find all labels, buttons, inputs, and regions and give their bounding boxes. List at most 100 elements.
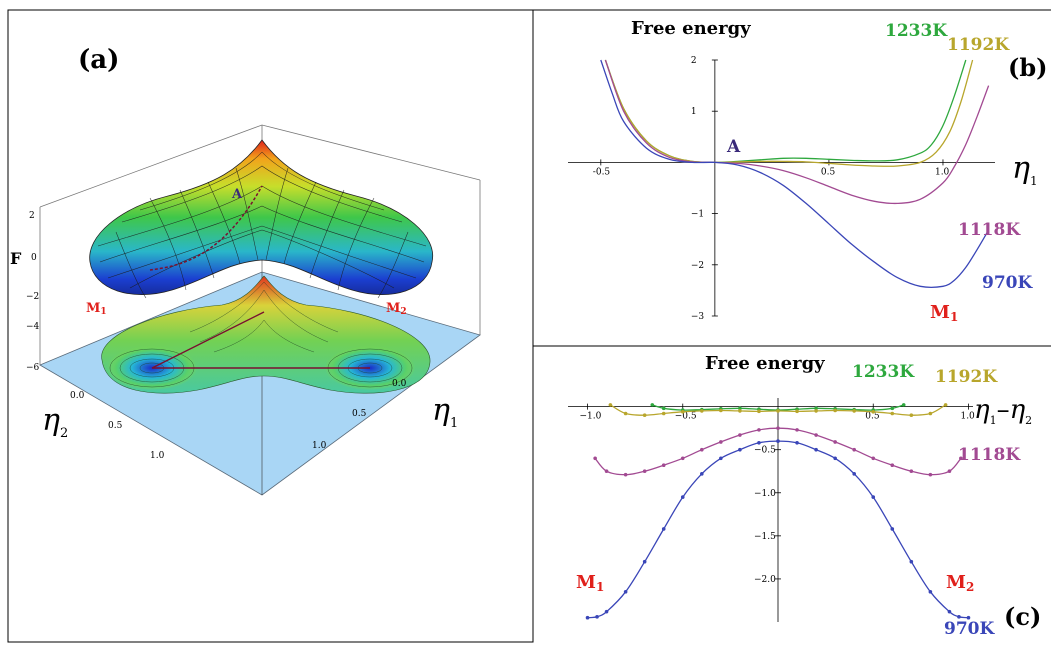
eta2-tick: 0.5 bbox=[108, 421, 123, 431]
eta1-ticks: 0.0 0.5 1.0 bbox=[312, 379, 407, 451]
data-point-970K bbox=[738, 447, 742, 452]
eta1-tick: 0.0 bbox=[392, 379, 407, 389]
panel-c-axes bbox=[568, 398, 973, 622]
data-point-1192K bbox=[833, 408, 837, 413]
data-point-1118K bbox=[947, 469, 952, 474]
data-point-1192K bbox=[642, 413, 647, 418]
data-point-1118K bbox=[661, 463, 666, 468]
data-point-1233K bbox=[901, 403, 906, 407]
panel-b-xlabel: η1 bbox=[1012, 151, 1038, 188]
panel-c-ticks: −1.0 −0.5 0.5 1.0 −0.5 −1.0 −1.5 −2.0 bbox=[580, 403, 975, 585]
data-point-1192K bbox=[928, 411, 933, 416]
data-point-1192K bbox=[608, 403, 613, 407]
x-tick-label: 1.0 bbox=[960, 412, 975, 422]
panel-c-label: (c) bbox=[1004, 602, 1041, 631]
series-line-1118K bbox=[604, 59, 990, 205]
data-point-1118K bbox=[959, 456, 963, 461]
data-point-1118K bbox=[890, 463, 895, 468]
energy-surface bbox=[89, 139, 434, 299]
panel-c-title: Free energy bbox=[705, 353, 825, 374]
data-point-1118K bbox=[928, 472, 933, 477]
data-point-1192K bbox=[795, 409, 799, 414]
panel-b-point-m1: M1 bbox=[930, 302, 958, 324]
point-m1-label: M1 bbox=[86, 301, 107, 317]
data-point-1192K bbox=[757, 409, 761, 414]
series-label-970K: 970K bbox=[944, 619, 995, 639]
data-point-970K bbox=[814, 447, 818, 452]
z-tick: −4 bbox=[26, 322, 40, 332]
z-tick: −6 bbox=[26, 363, 40, 373]
series-label-1233K: 1233K bbox=[852, 362, 915, 382]
x-tick-label: 0.5 bbox=[865, 412, 880, 422]
z-tick: 0 bbox=[31, 253, 37, 263]
data-point-1118K bbox=[593, 456, 597, 461]
data-point-1118K bbox=[871, 456, 876, 461]
y-tick-label: −2 bbox=[691, 261, 704, 271]
panel-b-ticks: -0.5 0.5 1.0 2 1 −1 −2 −3 bbox=[593, 56, 950, 322]
data-point-1192K bbox=[623, 411, 628, 416]
z-tick: −2 bbox=[26, 292, 39, 302]
data-point-1192K bbox=[909, 413, 914, 418]
series-label-970K: 970K bbox=[982, 273, 1033, 293]
series-label-1192K: 1192K bbox=[935, 367, 998, 387]
series-label-1118K: 1118K bbox=[958, 220, 1021, 240]
series-label-1192K: 1192K bbox=[947, 35, 1010, 55]
series-line-970K bbox=[600, 59, 990, 288]
data-point-1192K bbox=[700, 409, 704, 413]
x-tick-label: −0.5 bbox=[675, 412, 697, 422]
data-point-970K bbox=[585, 615, 590, 620]
data-point-970K bbox=[928, 590, 933, 594]
data-point-1192K bbox=[776, 409, 780, 413]
y-tick-label: −2.0 bbox=[754, 575, 776, 585]
data-point-970K bbox=[700, 472, 704, 476]
series-line-1192K bbox=[604, 59, 974, 167]
panel-c-xlabel: η1–η2 bbox=[974, 395, 1032, 427]
data-point-970K bbox=[623, 590, 628, 594]
data-point-1192K bbox=[871, 409, 876, 414]
panel-b-label: (b) bbox=[1008, 53, 1048, 82]
y-tick-label: 1 bbox=[691, 107, 697, 117]
data-point-1118K bbox=[833, 440, 837, 444]
z-tick: 2 bbox=[29, 211, 35, 221]
data-point-1233K bbox=[650, 403, 655, 407]
data-point-1192K bbox=[814, 409, 818, 413]
series-label-1118K: 1118K bbox=[958, 445, 1021, 465]
eta1-axis-label: η1 bbox=[432, 393, 458, 431]
data-point-1192K bbox=[680, 409, 685, 414]
panel-b-axes bbox=[568, 60, 995, 316]
x-tick-label: 1.0 bbox=[935, 167, 950, 177]
data-point-970K bbox=[795, 441, 799, 445]
y-tick-label: −0.5 bbox=[754, 446, 776, 456]
data-point-1233K bbox=[814, 406, 818, 411]
eta2-ticks: 0.0 0.5 1.0 bbox=[70, 391, 165, 461]
panel-c-series-labels: 1233K 1192K 1118K 970K bbox=[852, 362, 1021, 639]
data-point-1118K bbox=[852, 447, 856, 452]
series-label-1233K: 1233K bbox=[885, 21, 948, 41]
data-point-1118K bbox=[738, 433, 742, 437]
panel-c: Free energy (c) −1.0 −0.5 0.5 1.0−0.5−1.0−1… bbox=[568, 353, 1041, 639]
data-point-970K bbox=[776, 439, 780, 443]
panel-b-title: Free energy bbox=[631, 18, 751, 39]
data-point-970K bbox=[890, 527, 895, 531]
contour-projection bbox=[101, 275, 431, 394]
data-point-970K bbox=[604, 609, 609, 614]
data-point-970K bbox=[947, 609, 952, 614]
path-a-m1-floor bbox=[151, 311, 265, 369]
data-point-1192K bbox=[661, 411, 666, 416]
data-point-970K bbox=[833, 456, 837, 461]
data-point-1118K bbox=[642, 469, 647, 474]
panel-b-series bbox=[600, 59, 990, 288]
panel-c-series bbox=[585, 403, 971, 620]
y-tick-label: −1.5 bbox=[754, 532, 776, 542]
eta2-tick: 1.0 bbox=[150, 451, 165, 461]
point-m2-label: M2 bbox=[386, 301, 407, 317]
panel-a: (a) bbox=[10, 45, 481, 496]
point-a-label: A bbox=[231, 187, 243, 202]
data-point-970K bbox=[966, 615, 971, 620]
data-point-970K bbox=[642, 559, 647, 564]
panel-a-label: (a) bbox=[78, 45, 119, 75]
y-tick-label: −3 bbox=[691, 312, 705, 322]
data-point-970K bbox=[909, 559, 914, 564]
data-point-1118K bbox=[623, 472, 628, 477]
